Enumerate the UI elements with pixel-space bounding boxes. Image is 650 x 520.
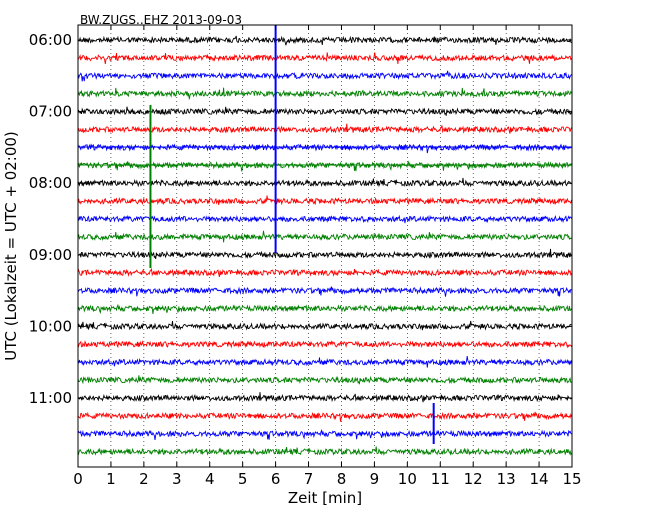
x-tick-label: 6 xyxy=(271,470,281,488)
x-tick-label: 14 xyxy=(530,470,549,488)
trace-row xyxy=(77,230,572,243)
x-axis-label: Zeit [min] xyxy=(288,489,362,507)
trace-row xyxy=(77,446,572,456)
x-tick-label: 4 xyxy=(205,470,215,488)
y-tick-label: 11:00 xyxy=(29,389,72,407)
y-tick-label: 09:00 xyxy=(29,246,72,264)
x-tick-label: 0 xyxy=(73,470,83,488)
x-tick-label: 15 xyxy=(562,470,581,488)
x-tick-label: 5 xyxy=(238,470,248,488)
trace-row xyxy=(77,340,572,349)
y-tick-label: 07:00 xyxy=(29,103,72,121)
trace-row xyxy=(77,87,572,100)
plot-frame xyxy=(77,24,573,468)
trace-row xyxy=(77,428,572,440)
trace-row xyxy=(77,195,572,206)
trace-row xyxy=(77,106,572,116)
x-tick-label: 13 xyxy=(497,470,516,488)
axis-layer: 0 1 2 3 4 5 6 7 8 9 10 11 12 13 14 1506:0007:0008:0009:… xyxy=(29,25,582,488)
trace-row xyxy=(77,52,572,64)
y-axis-label: UTC (Lokalzeit = UTC + 02:00) xyxy=(2,131,20,361)
x-tick-label: 12 xyxy=(464,470,483,488)
event-layer xyxy=(78,25,572,444)
y-tick-label: 06:00 xyxy=(29,31,72,49)
x-tick-label: 2 xyxy=(139,470,149,488)
x-tick-label: 8 xyxy=(337,470,347,488)
trace-row xyxy=(77,375,572,385)
trace-row xyxy=(77,35,572,46)
trace-row xyxy=(77,411,572,422)
x-tick-label: 11 xyxy=(431,470,450,488)
trace-row xyxy=(77,177,572,188)
chart-title: BW.ZUGS..EHZ 2013-09-03 xyxy=(80,13,242,27)
trace-row xyxy=(77,123,572,134)
trace-row xyxy=(77,303,572,315)
y-tick-label: 10:00 xyxy=(29,317,72,335)
x-tick-label: 7 xyxy=(304,470,314,488)
x-tick-label: 3 xyxy=(172,470,182,488)
trace-row xyxy=(77,70,572,82)
x-tick-label: 10 xyxy=(398,470,417,488)
trace-row xyxy=(77,214,572,224)
x-tick-label: 1 xyxy=(106,470,116,488)
trace-row xyxy=(77,286,572,297)
trace-row xyxy=(77,320,572,331)
trace-row xyxy=(77,268,572,278)
grid-layer xyxy=(110,25,540,467)
x-tick-label: 9 xyxy=(370,470,380,488)
y-tick-label: 08:00 xyxy=(29,174,72,192)
trace-row xyxy=(77,248,572,260)
trace-row xyxy=(77,356,572,368)
trace-row xyxy=(77,392,572,403)
